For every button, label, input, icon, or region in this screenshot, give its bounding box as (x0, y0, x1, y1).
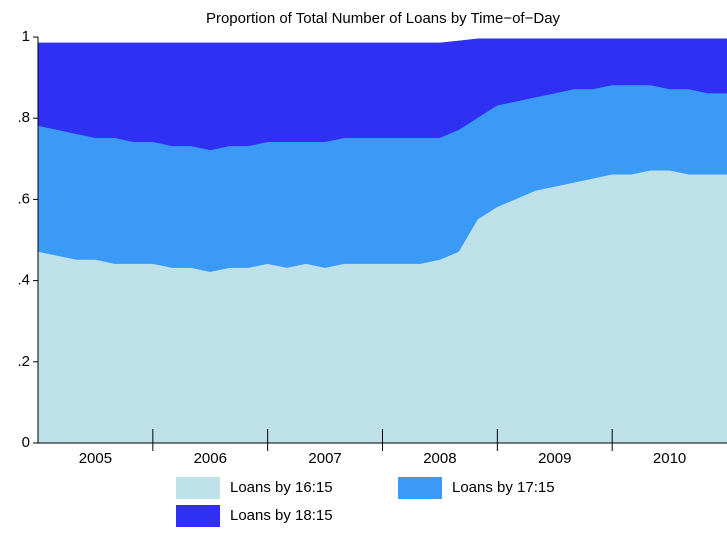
y-tick-label: .4 (17, 272, 30, 289)
legend-swatch (176, 477, 220, 499)
y-tick-label: 0 (22, 434, 30, 451)
x-tick-label: 2010 (653, 450, 686, 467)
area (37, 170, 727, 444)
legend-label: Loans by 16:15 (230, 479, 333, 496)
y-tick-label: .8 (17, 109, 30, 126)
y-tick-label: 1 (22, 28, 30, 45)
x-tick-label: 2008 (423, 450, 456, 467)
legend-label: Loans by 17:15 (452, 479, 555, 496)
chart-title: Proportion of Total Number of Loans by T… (206, 10, 561, 27)
x-tick-label: 2006 (194, 450, 227, 467)
y-tick-label: .6 (17, 190, 30, 207)
legend-swatch (398, 477, 442, 499)
x-tick-label: 2005 (79, 450, 112, 467)
legend-label: Loans by 18:15 (230, 507, 333, 524)
legend-swatch (176, 505, 220, 527)
y-tick-label: .2 (17, 353, 30, 370)
x-tick-label: 2007 (308, 450, 341, 467)
x-tick-label: 2009 (538, 450, 571, 467)
